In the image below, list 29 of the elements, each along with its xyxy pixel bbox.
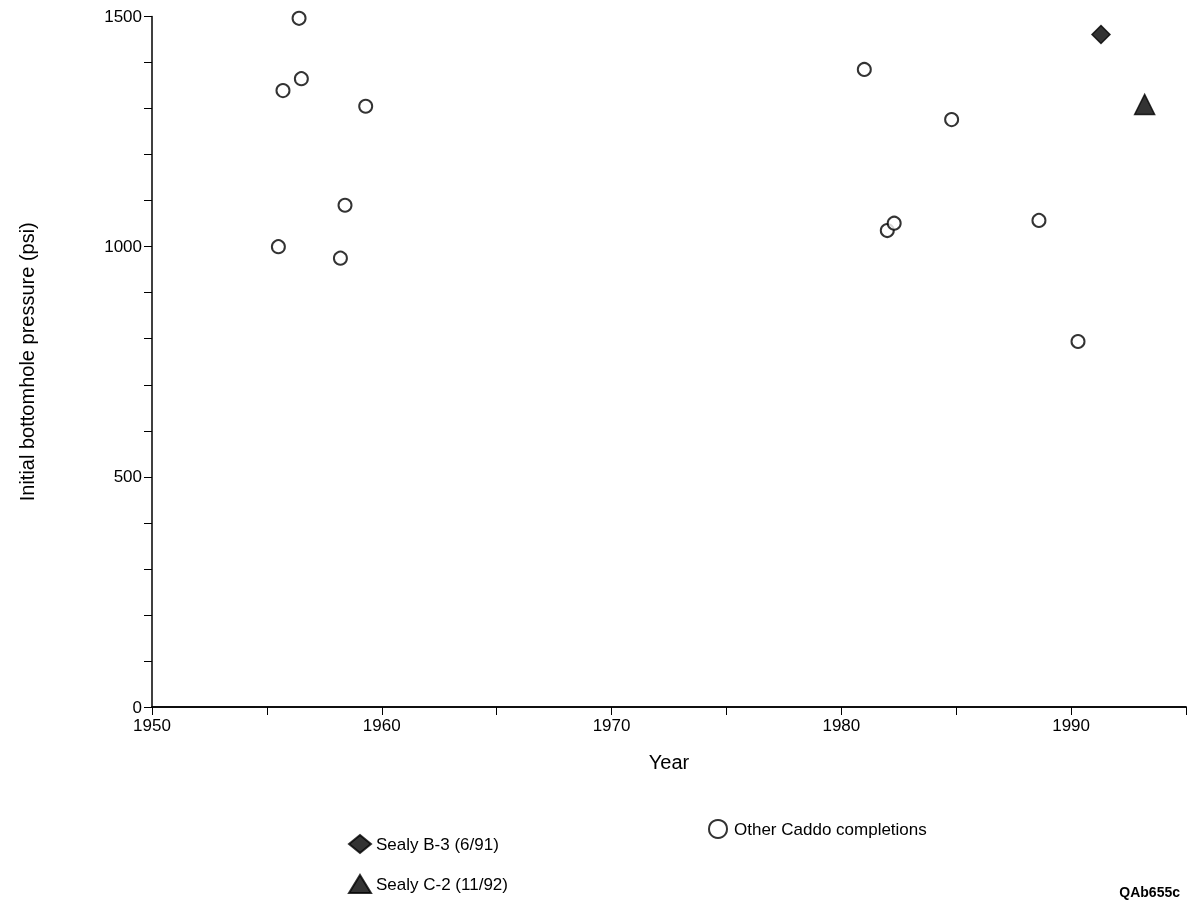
x-tick-label: 1980	[822, 716, 861, 735]
y-tick-label: 1000	[104, 237, 142, 257]
x-tick-label: 1970	[592, 716, 631, 735]
legend-label: Sealy B-3 (6/91)	[376, 834, 499, 854]
point	[1133, 93, 1156, 116]
y-tick-label: 1500	[104, 7, 142, 26]
point	[1031, 212, 1047, 228]
y-axis-title: Initial bottomhole pressure (psi)	[16, 222, 38, 502]
legend-label: Other Caddo completions	[734, 819, 927, 839]
point	[856, 61, 872, 77]
point	[275, 83, 291, 99]
point	[270, 239, 286, 255]
x-axis-title: Year	[648, 751, 690, 773]
x-tick-label: 1960	[362, 716, 401, 735]
point	[1070, 334, 1086, 349]
y-tick-label: 0	[132, 697, 142, 717]
legend-label: Sealy C-2 (11/92)	[376, 874, 508, 894]
point	[332, 250, 348, 266]
point	[291, 10, 307, 26]
x-tick-label: 1950	[133, 716, 171, 735]
y-tick-label: 500	[113, 467, 142, 487]
point	[1091, 24, 1111, 45]
point	[886, 215, 902, 231]
point	[337, 197, 353, 213]
point	[944, 112, 960, 128]
point	[293, 71, 309, 87]
text: QAb655c	[1119, 884, 1181, 900]
x-tick-label: 1990	[1052, 716, 1091, 735]
point	[358, 98, 374, 114]
